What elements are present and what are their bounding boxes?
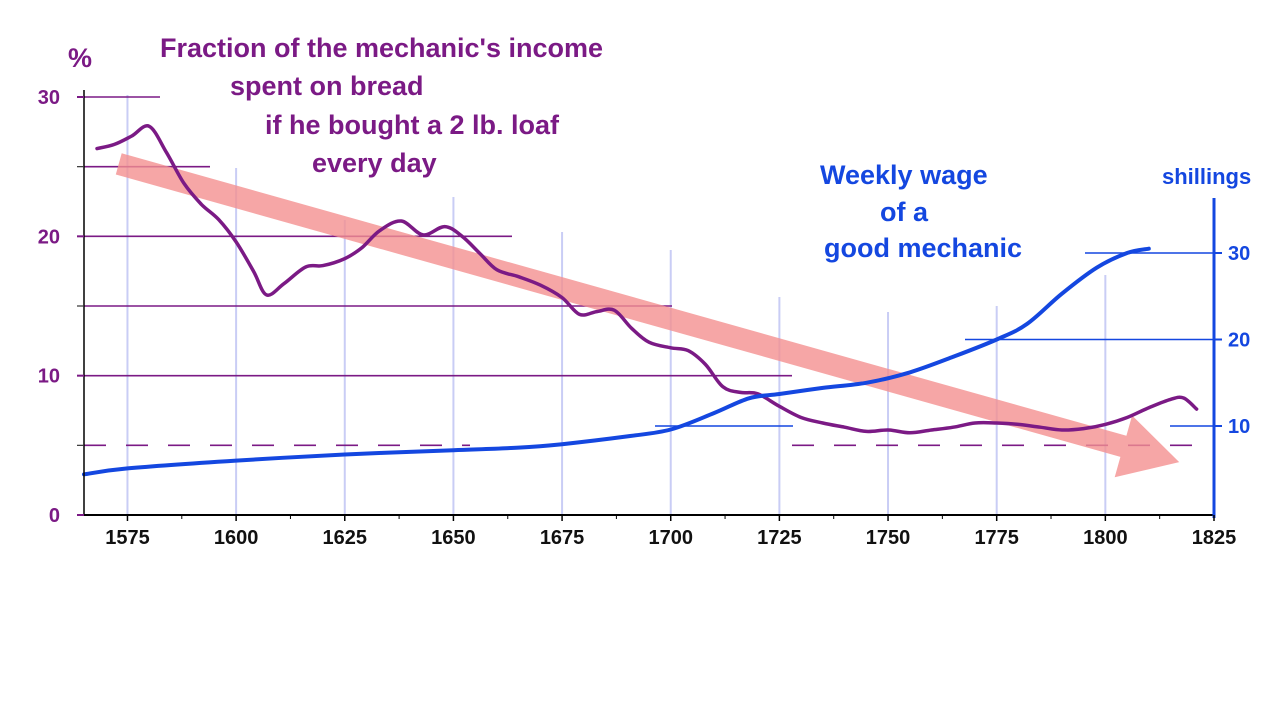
right-axis-unit-label: shillings: [1162, 164, 1251, 189]
left-tick-label-30: 30: [38, 87, 60, 109]
wage-line: [82, 246, 1151, 477]
right-tick-label-10: 10: [1228, 416, 1250, 438]
x-tick-label-1775: 1775: [974, 527, 1019, 549]
bread-label-line-1: Fraction of the mechanic's income: [160, 33, 603, 63]
bread-label-line-4: every day: [312, 148, 437, 178]
left-tick-label-0: 0: [49, 505, 60, 527]
bread-label-line-2: spent on bread: [230, 71, 424, 101]
grid-layer: [84, 95, 1214, 515]
x-tick-label-1625: 1625: [323, 527, 368, 549]
right-tick-label-20: 20: [1228, 330, 1250, 352]
wage-label-line-3: good mechanic: [824, 233, 1022, 263]
wage-label-line-2: of a: [880, 197, 929, 227]
x-tick-label-1725: 1725: [757, 527, 802, 549]
left-tick-label-20: 20: [38, 226, 60, 248]
axes-layer: 0 10 20 30 10 20 30 1575 1600 1625 1650 1675 1700 172…: [38, 87, 1251, 549]
wage-label-line-1: Weekly wage: [820, 160, 988, 190]
trend-arrow: [115, 153, 1180, 478]
x-tick-label-1700: 1700: [648, 527, 693, 549]
x-tick-label-1600: 1600: [214, 527, 259, 549]
series-layer: [82, 124, 1199, 477]
left-axis-unit-label: %: [68, 43, 92, 73]
x-tick-label-1825: 1825: [1192, 527, 1237, 549]
bread-share-line: [95, 124, 1199, 435]
bread-label-line-3: if he bought a 2 lb. loaf: [265, 110, 560, 140]
x-tick-label-1575: 1575: [105, 527, 150, 549]
x-tick-label-1800: 1800: [1083, 527, 1128, 549]
x-tick-label-1750: 1750: [866, 527, 911, 549]
trend-layer: [115, 153, 1180, 478]
x-tick-label-1650: 1650: [431, 527, 476, 549]
x-tick-label-1675: 1675: [540, 527, 585, 549]
left-tick-label-10: 10: [38, 366, 60, 388]
right-tick-label-30: 30: [1228, 243, 1250, 265]
